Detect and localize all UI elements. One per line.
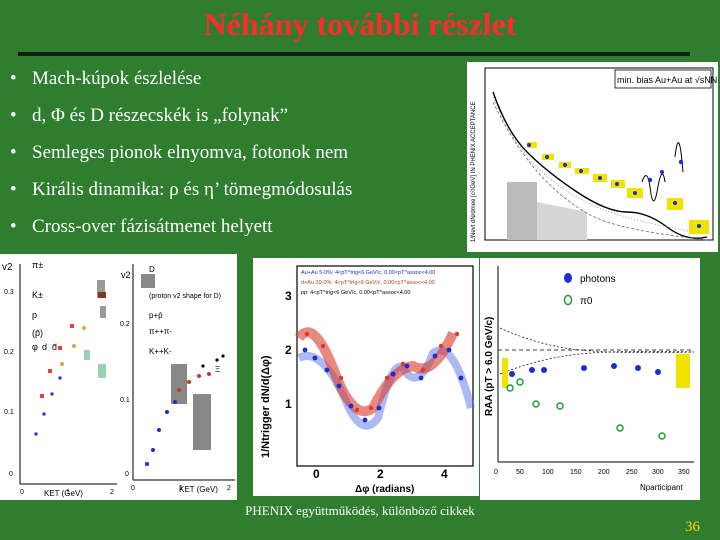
bullet-dot-icon: • [10,68,17,89]
v2-pid-legend-item: π± [32,260,43,270]
mach-cone-plot: 1/Ntrigger dN/d(Δφ) 3 2 1 Au+Au 5-0%: 4<… [253,258,479,496]
dphi-legend-item: pp: 4<pT^trig<6 GeV/c, 0.00<pT^assoc<4.0… [301,290,410,296]
v2-kt-legend-item: D [149,265,155,274]
mass-header: min. bias Au+Au at √sNN = 200 GeV [617,75,718,85]
v2-kt-legend-item: K++K- [149,347,172,356]
dphi-ytick: 1 [285,397,292,411]
bullet-text: Semleges pionok elnyomva, fotonok nem [32,142,349,163]
bullet-text: d, Φ és D részecskék is „folynak” [32,105,289,126]
raa-xtick: 350 [678,469,690,476]
bullet-dot-icon: • [10,142,17,163]
bullet-text: Királis dinamika: ρ és η’ tömegmódosulás [32,179,353,200]
dphi-ylabel: 1/Ntrigger dN/d(Δφ) [260,355,272,458]
dilepton-mass-plot: 1/Nevt dN/dmee [c²/GeV] IN PHENIX ACCEPT… [467,62,718,252]
v2-pid-xtick: 0 [20,489,24,496]
v2-pid-ytick: 0.2 [4,349,14,356]
v2-pid-legend-item: d̄ [52,342,57,352]
raa-legend-item: photons [580,274,616,285]
bullet-text: Cross-over fázisátmenet helyett [32,216,273,237]
raa-xtick: 150 [570,469,582,476]
raa-figure: RAA (pT > 6.0 GeV/c) photons π0 0 50 100… [480,258,700,500]
v2-kt-legend-item: p+p̄ [149,311,163,320]
v2-kt-legend-item: (proton v2 shape for D) [149,293,221,300]
raa-xtick: 100 [542,469,554,476]
footer-credit: PHENIX együttműködés, különböző cikkek [245,503,475,518]
v2-pid-legend-item: (p̄) [32,328,43,338]
v2-kt-ytick: 0 [125,471,129,478]
v2-pid-legend-item: K± [32,290,43,300]
dphi-legend-item: d+Au 20-0%: 4<pT^trig<6 GeV/c, 0.00<pT^a… [301,280,435,286]
v2-pid-xlabel: KET (GeV) [44,489,83,498]
v2-pid-figure: v2 0.3 0.2 0.1 0 π± K± p (p̄) φ d d̄ KET… [0,254,119,500]
bullet-item: • Mach-kúpok észlelése [8,66,468,92]
v2-pid-xtick: 2 [110,489,114,496]
bullet-item: • Királis dinamika: ρ és η’ tömegmódosulá… [8,177,468,203]
v2-kt-xtick: 1 [179,485,183,492]
bullet-text: Mach-kúpok észlelése [32,68,202,89]
bullet-item: • d, Φ és D részecskék is „folynak” [8,103,468,129]
mass-ylabel: 1/Nevt dN/dmee [c²/GeV] IN PHENIX ACCEPT… [471,101,477,242]
bullet-dot-icon: • [10,105,17,126]
slide-title: Néhány további részlet [203,6,517,42]
dphi-xlabel: Δφ (radians) [355,484,414,495]
raa-legend-item: π0 [580,296,593,307]
bullet-list: • Mach-kúpok észlelése • d, Φ és D részecs… [8,66,468,251]
v2-pid-ytick: 0 [9,471,13,478]
mach-cone-figure: 1/Ntrigger dN/d(Δφ) 3 2 1 Au+Au 5-0%: 4<… [253,258,479,496]
page-number: 36 [685,519,700,535]
raa-xtick: 250 [626,469,638,476]
v2-pid-ylabel: v2 [2,262,13,273]
title-divider [18,52,690,56]
v2-kt-legend-item: Ξ [215,365,220,374]
raa-plot: RAA (pT > 6.0 GeV/c) photons π0 0 50 100… [480,258,700,500]
raa-xtick: 0 [494,469,498,476]
v2-kt-xtick: 2 [227,485,231,492]
v2-kt-xtick: 0 [131,485,135,492]
bullet-dot-icon: • [10,179,17,200]
bullet-item: • Cross-over fázisátmenet helyett [8,214,468,240]
v2-pid-ytick: 0.1 [4,409,14,416]
v2-kt-ytick: 0.1 [120,397,130,404]
v2-pid-plot: v2 0.3 0.2 0.1 0 π± K± p (p̄) φ d d̄ KET… [0,254,119,500]
dphi-xtick: 4 [441,467,448,481]
raa-xtick: 50 [516,469,524,476]
v2-pid-ytick: 0.3 [4,289,14,296]
raa-xlabel: Nparticipant [640,483,683,492]
dilepton-mass-figure: 1/Nevt dN/dmee [c²/GeV] IN PHENIX ACCEPT… [467,62,718,252]
raa-ylabel: RAA (pT > 6.0 GeV/c) [484,317,495,416]
dphi-legend-item: Au+Au 5-0%: 4<pT^trig<6 GeV/c, 0.00<pT^a… [301,270,435,276]
v2-kt-figure: v2 0.2 0.1 0 D (proton v2 shape for D) p… [119,254,237,500]
v2-kt-ylabel: v2 [121,270,131,280]
dphi-xtick: 2 [377,467,384,481]
dphi-ytick: 2 [285,343,292,357]
v2-pid-legend-item: φ [32,342,38,352]
v2-pid-xtick: 1 [66,489,70,496]
dphi-xtick: 0 [313,467,320,481]
v2-kt-ytick: 0.2 [120,321,130,328]
raa-xtick: 300 [652,469,664,476]
v2-pid-legend-item: d [42,342,47,352]
v2-kt-plot: v2 0.2 0.1 0 D (proton v2 shape for D) p… [119,254,237,500]
bullet-item: • Semleges pionok elnyomva, fotonok nem [8,140,468,166]
v2-pid-legend-item: p [32,310,37,320]
v2-kt-xlabel: KET (GeV) [179,485,218,494]
bullet-dot-icon: • [10,216,17,237]
dphi-ytick: 3 [285,289,292,303]
raa-xtick: 200 [598,469,610,476]
v2-kt-legend-item: π++π- [149,327,172,336]
